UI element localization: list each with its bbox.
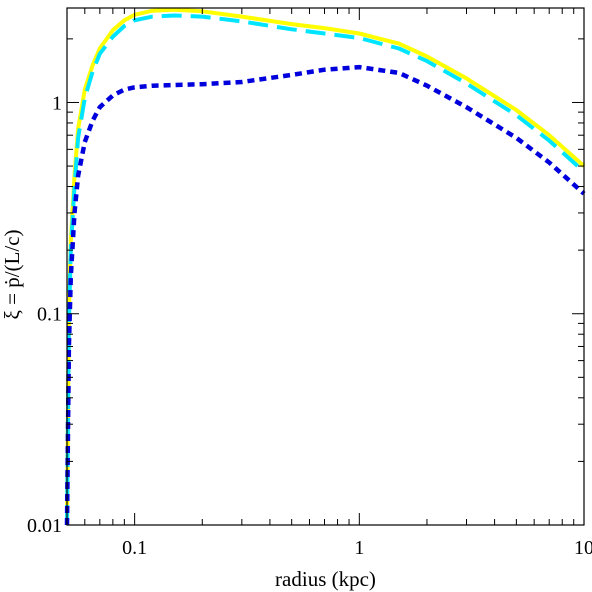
plot-area [64,7,586,526]
axis-ticks: 0.1 1 10 0.01 0.1 1 [27,8,592,559]
y-tick-label: 0.1 [37,304,62,326]
series-line-2-dashed [65,13,586,526]
x-tick-label: 0.1 [122,537,147,559]
y-tick-label: 0.01 [27,515,62,537]
x-tick-label: 10 [574,537,592,559]
series-line-3-dotted [64,64,586,526]
x-tick-label: 1 [354,537,364,559]
y-axis-label: ξ = ṗ/(L/c) [0,229,24,319]
x-axis-label: radius (kpc) [275,567,376,591]
y-tick-label: 1 [52,92,62,114]
plot-frame [66,7,585,526]
